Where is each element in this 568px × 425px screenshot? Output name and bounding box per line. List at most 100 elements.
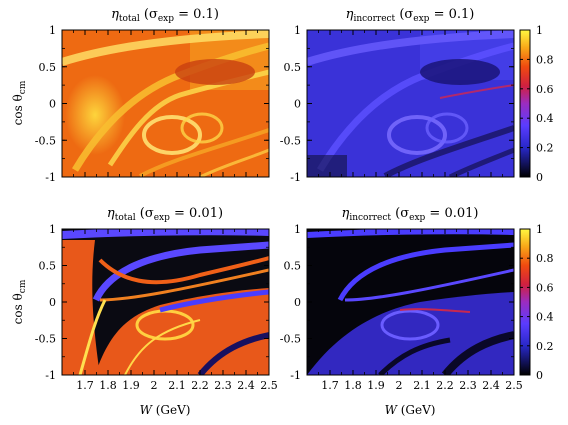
y-tick-label: 0.5	[39, 61, 57, 74]
colorbar-tick-label: 0.4	[536, 112, 554, 125]
colorbar-tick-label: 1	[536, 24, 543, 37]
x-tick-label: 1.7	[76, 379, 94, 392]
y-tick-label: 1	[49, 223, 56, 236]
heatmap-blue-band	[62, 229, 269, 239]
heatmap-dark-corner	[307, 155, 347, 177]
axis-ticks: 1.7 1.8 1.9 2 2.1 2.2 2.3 2.4 2.5 1 0.5 0 -0.5 -1	[35, 223, 278, 392]
y-tick-label: 1	[49, 24, 56, 37]
y-tick-label: 1	[294, 24, 301, 37]
x-tick-label: 1.8	[344, 379, 362, 392]
x-axis-label: W (GeV)	[140, 403, 191, 417]
axis-ticks: 1 0.5 0 -0.5 -1	[35, 24, 270, 184]
colorbar-tick-label: 1	[536, 223, 543, 236]
heatmap-orange-ridge	[99, 268, 269, 302]
y-tick-label: 0	[49, 296, 56, 309]
x-tick-label: 2.2	[191, 379, 209, 392]
heatmap-loop	[425, 112, 469, 144]
colorbar-bottom: 1 0.8 0.6 0.4 0.2 0	[519, 223, 554, 382]
y-tick-label: -0.5	[280, 134, 301, 147]
heatmap-dark-streak	[383, 125, 514, 177]
heatmap-ridge	[316, 42, 514, 172]
x-tick-label: 2.4	[482, 379, 500, 392]
colorbar-tick-label: 0.6	[536, 83, 554, 96]
y-tick-label: 0.5	[39, 260, 57, 273]
y-axis-label: cos θcm	[11, 279, 28, 324]
heatmap-dark-lobe	[175, 59, 255, 85]
colorbar-tick-label: 0	[536, 171, 543, 184]
heatmap-blue-band	[92, 241, 269, 302]
y-tick-label: -1	[45, 369, 56, 382]
panel-title: ηincorrect (σexp = 0.1)	[346, 7, 475, 24]
panel-title: ηtotal (σexp = 0.1)	[111, 7, 219, 24]
heatmap-yellow-ridge	[78, 299, 107, 375]
colorbar-tick-label: 0.4	[536, 311, 554, 324]
x-tick-label: 1.7	[321, 379, 339, 392]
y-tick-label: -0.5	[35, 333, 56, 346]
x-tick-label: 2.5	[505, 379, 523, 392]
heatmap-blue-band	[344, 268, 514, 302]
x-tick-label: 2.2	[436, 379, 454, 392]
y-axis-label: cos θcm	[11, 80, 28, 125]
panel-title: ηincorrect (σexp = 0.01)	[342, 206, 479, 223]
colorbar-tick-label: 0.2	[536, 340, 554, 353]
colorbar-tick-label: 0	[536, 369, 543, 382]
colorbar-tick-label: 0.8	[536, 53, 554, 66]
y-tick-label: -1	[45, 171, 56, 184]
colorbar-gradient	[519, 29, 531, 178]
panel-total-0.1: 1 0.5 0 -0.5 -1 ηtotal (σexp = 0.1)	[35, 7, 270, 184]
heatmap-incorrect-0.01	[307, 229, 514, 375]
x-axis-label: W (GeV)	[385, 403, 436, 417]
heatmap-loop	[387, 115, 447, 155]
x-tick-label: 2	[396, 379, 403, 392]
heatmap-incorrect-0.1	[307, 30, 514, 177]
x-tick-label: 2	[151, 379, 158, 392]
y-tick-label: 0	[294, 98, 301, 111]
heatmap-loop	[142, 115, 202, 155]
heatmap-blue-band	[307, 229, 514, 238]
heatmap-blue-band	[159, 289, 269, 313]
x-tick-label: 1.8	[99, 379, 117, 392]
heatmap-blue-band	[337, 242, 514, 302]
y-tick-label: -1	[290, 171, 301, 184]
heatmap-ridge	[139, 128, 269, 177]
heatmap-red-streak	[399, 308, 471, 313]
colorbar-ticks: 1 0.8 0.6 0.4 0.2 0	[520, 223, 554, 382]
heatmap-total-0.1	[62, 30, 269, 177]
x-tick-label: 2.3	[214, 379, 232, 392]
heatmap-red-streak	[439, 84, 514, 99]
colorbar-tick-label: 0.6	[536, 281, 554, 294]
colorbar-tick-label: 0.2	[536, 142, 554, 155]
x-tick-label: 2.3	[459, 379, 477, 392]
heatmap-loop	[180, 112, 224, 144]
axis-ticks: 1 0.5 0 -0.5 -1	[280, 24, 515, 184]
x-tick-label: 1.9	[367, 379, 385, 392]
heatmap-blob	[65, 75, 125, 155]
colorbar-gradient	[519, 228, 531, 376]
y-tick-label: 0	[294, 296, 301, 309]
panel-incorrect-0.1: 1 0.5 0 -0.5 -1 ηincorrect (σexp = 0.1)	[280, 7, 515, 184]
y-tick-label: -0.5	[35, 134, 56, 147]
y-tick-label: -1	[290, 369, 301, 382]
panel-title: ηtotal (σexp = 0.01)	[107, 206, 223, 223]
x-tick-label: 1.9	[122, 379, 140, 392]
panel-total-0.01: 1.7 1.8 1.9 2 2.1 2.2 2.3 2.4 2.5 1 0.5 0 -0.5 -1 ηto…	[35, 206, 278, 392]
heatmap-orange-ridge	[98, 256, 269, 285]
heatmap-yellow-ridge	[124, 319, 201, 375]
heatmap-dark-streak	[448, 147, 514, 177]
heatmap-ridge	[62, 30, 269, 66]
heatmap-dark-lobe	[420, 59, 500, 85]
colorbar-top: 1 0.8 0.6 0.4 0.2 0	[519, 24, 554, 184]
heatmap-loop	[380, 309, 440, 341]
panel-incorrect-0.01: 1.7 1.8 1.9 2 2.1 2.2 2.3 2.4 2.5 1 0.5 0 -0.5 -1 ηin…	[280, 206, 523, 392]
heatmap-total-0.01	[62, 229, 269, 375]
x-tick-label: 2.1	[168, 379, 186, 392]
colorbar-ticks: 1 0.8 0.6 0.4 0.2 0	[520, 24, 554, 184]
x-tick-label: 2.4	[237, 379, 255, 392]
heatmap-dark-streak	[441, 331, 514, 375]
x-tick-label: 2.1	[413, 379, 431, 392]
colorbar-tick-label: 0.8	[536, 252, 554, 265]
heatmap-ridge	[71, 42, 269, 172]
y-tick-label: 0.5	[284, 260, 302, 273]
axis-ticks: 1.7 1.8 1.9 2 2.1 2.2 2.3 2.4 2.5 1 0.5 0 -0.5 -1	[280, 223, 523, 392]
